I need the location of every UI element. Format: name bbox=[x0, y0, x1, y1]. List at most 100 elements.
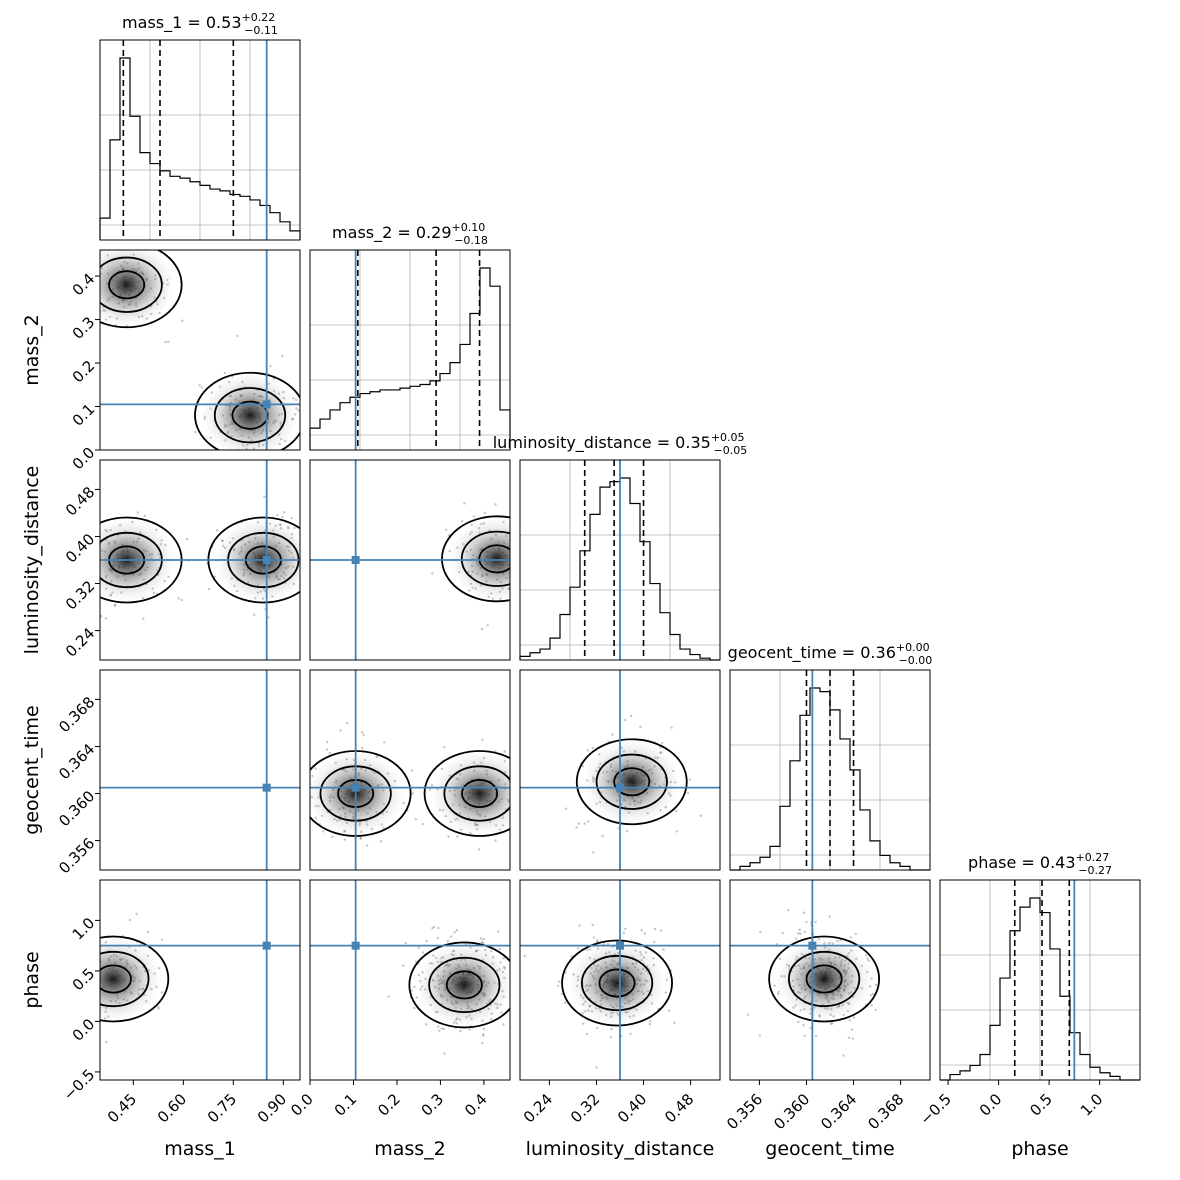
sample-point bbox=[600, 518, 602, 520]
sample-point bbox=[13, 962, 15, 964]
sample-point bbox=[421, 951, 425, 954]
sample-point bbox=[204, 450, 206, 452]
contour-line bbox=[461, 779, 499, 809]
sample-point bbox=[90, 552, 92, 554]
sample-point bbox=[600, 593, 602, 595]
sample-point bbox=[523, 812, 525, 814]
sample-point bbox=[303, 843, 305, 845]
sample-point bbox=[557, 980, 561, 983]
sample-point bbox=[269, 364, 272, 368]
sample-point bbox=[601, 610, 603, 612]
sample-point bbox=[491, 719, 493, 721]
title-minus: −0.18 bbox=[454, 234, 488, 247]
x-tick-label: 0.60 bbox=[154, 1090, 190, 1126]
sample-point bbox=[665, 978, 669, 982]
sample-point bbox=[236, 334, 239, 338]
sample-point bbox=[97, 999, 99, 1001]
sample-point bbox=[699, 814, 703, 817]
truth-marker bbox=[351, 556, 360, 564]
sample-point bbox=[365, 844, 369, 847]
sample-point bbox=[776, 992, 780, 996]
sample-point bbox=[339, 729, 342, 732]
sample-point bbox=[88, 1016, 90, 1018]
sample-point bbox=[90, 987, 92, 989]
sample-point bbox=[632, 592, 634, 594]
sample-point bbox=[687, 559, 689, 561]
sample-point bbox=[468, 727, 470, 729]
sample-point bbox=[587, 514, 589, 516]
sample-point bbox=[556, 984, 560, 987]
sample-point bbox=[70, 969, 72, 971]
sample-point bbox=[794, 937, 798, 940]
sample-point bbox=[127, 1026, 129, 1028]
sample-point bbox=[621, 569, 623, 571]
sample-point bbox=[510, 794, 512, 796]
sample-point bbox=[659, 929, 663, 932]
sample-point bbox=[627, 553, 629, 555]
sample-point bbox=[151, 1034, 153, 1036]
sample-point bbox=[96, 552, 98, 554]
sample-point bbox=[606, 566, 608, 568]
sample-point bbox=[362, 733, 365, 737]
sample-point bbox=[610, 1027, 613, 1031]
sample-point bbox=[514, 610, 516, 612]
sample-point bbox=[460, 739, 462, 741]
sample-point bbox=[38, 937, 40, 939]
sample-point bbox=[4, 963, 6, 965]
sample-point bbox=[564, 1001, 567, 1005]
sample-point bbox=[758, 1034, 762, 1037]
sample-point bbox=[787, 908, 790, 912]
sample-point bbox=[0, 967, 1, 969]
sample-point bbox=[168, 1057, 170, 1059]
panel-frame bbox=[99, 669, 301, 871]
sample-point bbox=[131, 1021, 133, 1023]
x-tick-label: −0.5 bbox=[916, 1090, 954, 1128]
sample-point bbox=[303, 371, 305, 373]
title-plus: +0.05 bbox=[711, 431, 745, 444]
title-plus: +0.27 bbox=[1076, 851, 1110, 864]
sample-point bbox=[418, 743, 420, 745]
x-tick-label: 0.356 bbox=[723, 1090, 766, 1133]
sample-point bbox=[494, 839, 497, 842]
sample-point bbox=[638, 564, 640, 566]
sample-point bbox=[450, 711, 452, 713]
sample-point bbox=[515, 822, 517, 824]
sample-point bbox=[95, 1004, 97, 1006]
sample-point bbox=[517, 817, 519, 819]
sample-point bbox=[89, 522, 91, 524]
sample-point bbox=[95, 1001, 97, 1003]
sample-point bbox=[118, 1050, 120, 1052]
sample-point bbox=[453, 714, 455, 716]
sample-point bbox=[453, 735, 455, 737]
sample-point bbox=[649, 599, 651, 601]
sample-point bbox=[648, 1022, 651, 1026]
sample-point bbox=[145, 1055, 147, 1057]
panel-mass_2-geocent_time bbox=[303, 669, 525, 871]
sample-point bbox=[629, 1032, 632, 1036]
sample-point bbox=[129, 1032, 131, 1034]
y-tick-label: 0.360 bbox=[55, 787, 98, 830]
sample-point bbox=[95, 982, 97, 984]
sample-point bbox=[781, 931, 784, 935]
sample-point bbox=[513, 539, 515, 541]
sample-point bbox=[213, 575, 217, 578]
sample-point bbox=[5, 990, 7, 992]
sample-point bbox=[472, 515, 476, 518]
sample-point bbox=[480, 627, 484, 631]
sample-point bbox=[481, 941, 485, 945]
truth-marker bbox=[262, 941, 271, 950]
sample-point bbox=[596, 600, 598, 602]
sample-point bbox=[560, 584, 562, 586]
sample-point bbox=[621, 519, 623, 521]
sample-point bbox=[634, 541, 636, 543]
sample-point bbox=[0, 1012, 1, 1014]
sample-point bbox=[8, 946, 10, 948]
panel-phase-phase: phase = 0.43+0.27 −0.27 −0.5 0.0 0.5 1.0 phase bbox=[916, 851, 1141, 1160]
sample-point bbox=[503, 750, 507, 753]
sample-point bbox=[140, 1032, 142, 1034]
sample-point bbox=[343, 838, 347, 841]
sample-point bbox=[294, 398, 298, 402]
sample-point bbox=[581, 582, 583, 584]
contour-line bbox=[788, 950, 861, 1008]
sample-point bbox=[599, 603, 601, 605]
